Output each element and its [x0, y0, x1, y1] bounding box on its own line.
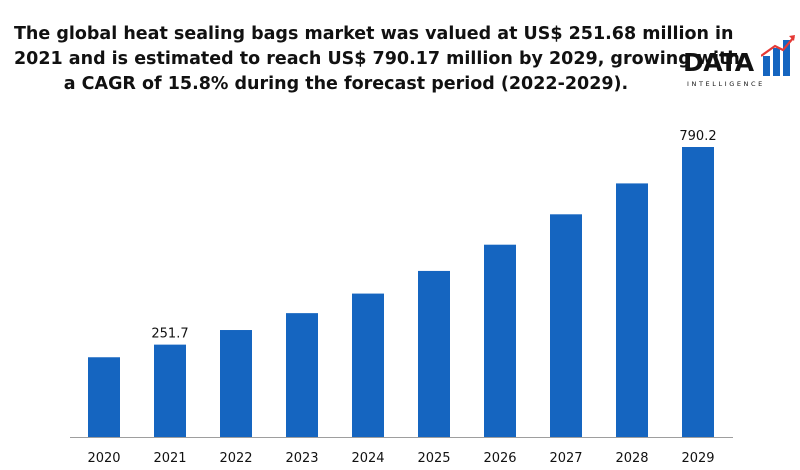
bar-2022 [220, 330, 252, 437]
headline: The global heat sealing bags market was … [14, 22, 740, 97]
datam-intelligence-logo: DATA INTELLIGENCE [683, 34, 795, 98]
logo-subtitle: INTELLIGENCE [687, 80, 765, 88]
bar-2025 [418, 270, 450, 437]
x-tick-label-2020: 2020 [87, 451, 120, 466]
bar-2023 [286, 313, 318, 437]
x-tick-label-2023: 2023 [285, 451, 318, 466]
x-tick-labels: 2020 2021 2022 2023 2024 2025 2026 2027 2028 2029 [87, 451, 714, 466]
x-tick-label-2028: 2028 [615, 451, 648, 466]
x-tick-label-2021: 2021 [153, 451, 186, 466]
data-labels: 251.7 790.2 [151, 129, 716, 342]
bar-2029 [682, 147, 714, 437]
bar-2028 [616, 183, 648, 437]
data-label-2029: 790.2 [679, 129, 716, 144]
bar-2021 [154, 344, 186, 437]
headline-line-1: The global heat sealing bags market was … [14, 24, 734, 44]
x-tick-label-2026: 2026 [483, 451, 516, 466]
bar-2020 [88, 357, 120, 437]
x-tick-label-2024: 2024 [351, 451, 384, 466]
headline-line-2: 2021 and is estimated to reach US$ 790.1… [14, 49, 740, 69]
bars-layer [88, 147, 714, 437]
x-tick-label-2022: 2022 [219, 451, 252, 466]
bar-2024 [352, 293, 384, 437]
logo-bars-icon [761, 35, 795, 76]
x-tick-label-2027: 2027 [549, 451, 582, 466]
headline-line-3: a CAGR of 15.8% during the forecast peri… [63, 74, 629, 94]
bar-2026 [484, 244, 516, 437]
x-tick-label-2029: 2029 [681, 451, 714, 466]
bar-2027 [550, 214, 582, 437]
data-label-2021: 251.7 [151, 327, 188, 342]
x-tick-label-2025: 2025 [417, 451, 450, 466]
logo-wordmark: DATA [683, 48, 754, 77]
